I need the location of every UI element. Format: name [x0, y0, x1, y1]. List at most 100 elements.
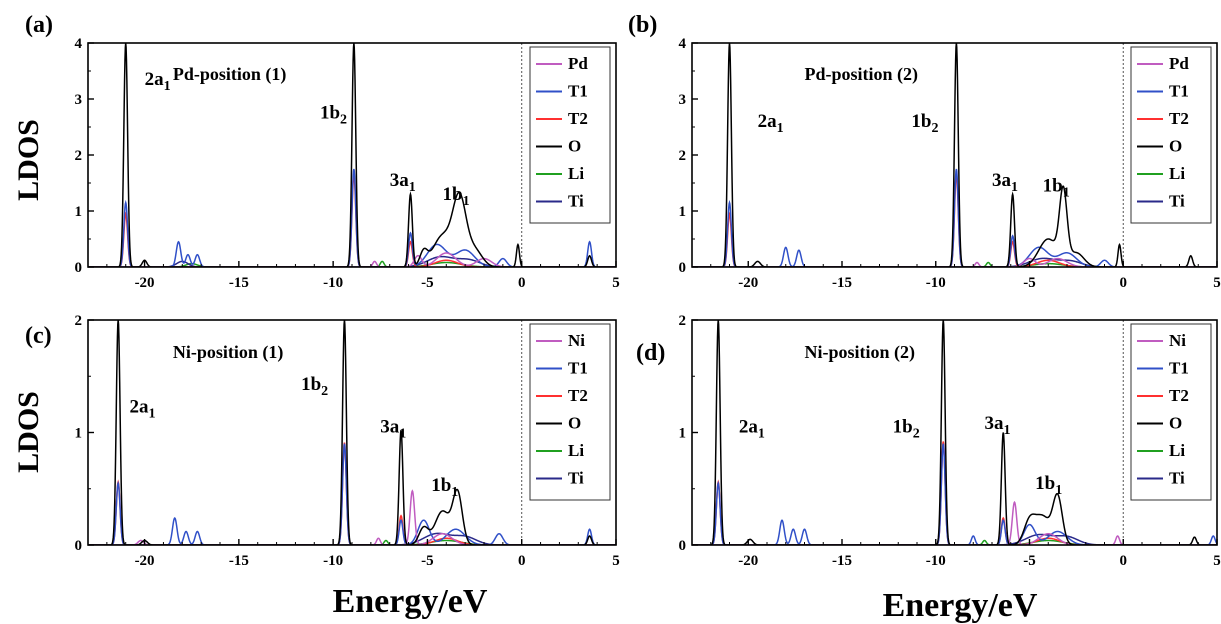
peak-label-main: 2a — [739, 417, 759, 438]
peak-label-main: 2a — [758, 111, 778, 132]
peak-label-main: 3a — [380, 417, 400, 438]
legend-entry-o: O — [1169, 137, 1182, 156]
legend-entry-t1: T1 — [1169, 82, 1189, 101]
peak-label: 1b1 — [443, 184, 470, 209]
peak-label-main: 1b — [911, 111, 931, 132]
peak-label: 1b1 — [1043, 175, 1070, 200]
peak-label-sub: 2 — [913, 427, 920, 442]
peak-label: 2a1 — [145, 69, 171, 94]
peak-label: 1b2 — [301, 374, 328, 399]
x-tick-label: 0 — [518, 553, 526, 569]
panel-title: Ni-position (1) — [173, 342, 284, 363]
x-tick-label: -15 — [229, 553, 249, 569]
peak-label-main: 3a — [390, 170, 410, 191]
peak-label: 1b2 — [320, 103, 347, 128]
peak-label: 3a1 — [992, 170, 1018, 195]
x-tick-label: -20 — [738, 275, 758, 291]
legend-box — [1130, 323, 1212, 501]
legend-entry-pd: Pd — [568, 54, 588, 73]
x-tick-label: 0 — [518, 275, 526, 291]
peak-label-sub: 1 — [451, 485, 458, 500]
x-tick-label: 0 — [1120, 275, 1128, 291]
peak-label: 3a1 — [390, 170, 416, 195]
y-tick-label: 2 — [75, 313, 83, 329]
y-tick-label: 0 — [679, 260, 687, 276]
peak-label: 1b1 — [1035, 473, 1062, 498]
legend-entry-t2: T2 — [1169, 386, 1189, 405]
peak-label-sub: 2 — [340, 113, 347, 128]
series-line-t1 — [88, 168, 616, 267]
panels: (a)Pd-position (1)-20 -15 -10 -5 0 5012342a11… — [25, 12, 1221, 569]
y-tick-label: 1 — [75, 204, 83, 220]
peak-label-main: 1b — [1043, 175, 1063, 196]
legend-entry-ti: Ti — [568, 469, 584, 488]
x-tick-label: -5 — [421, 275, 434, 291]
peak-label: 2a1 — [129, 396, 155, 421]
series-line-t1 — [692, 443, 1217, 545]
peak-label-main: 1b — [443, 184, 463, 205]
peak-label-main: 3a — [992, 170, 1012, 191]
legend-entry-li: Li — [568, 164, 584, 183]
panel-letter: (b) — [628, 12, 657, 38]
legend: Pd T1 T2 O Li Ti — [1130, 46, 1212, 224]
y-tick-label: 1 — [679, 426, 687, 442]
peak-label-sub: 1 — [1063, 185, 1070, 200]
legend-entry-t2: T2 — [568, 386, 588, 405]
y-tick-label: 2 — [679, 313, 687, 329]
legend-entry-ti: Ti — [568, 192, 584, 211]
peak-label-main: 1b — [1035, 473, 1055, 494]
peak-label-sub: 1 — [463, 194, 470, 209]
legend-entry-li: Li — [568, 441, 584, 460]
x-tick-label: -10 — [926, 275, 946, 291]
peak-label-sub: 1 — [164, 79, 171, 94]
x-tick-label: -5 — [1023, 553, 1036, 569]
x-tick-label: 5 — [612, 275, 620, 291]
legend-box — [1130, 46, 1212, 224]
legend-box — [529, 323, 611, 501]
panel-letter: (a) — [25, 12, 53, 38]
x-tick-label: 5 — [612, 553, 620, 569]
series-group — [692, 320, 1217, 545]
peak-label-sub: 1 — [409, 180, 416, 195]
x-tick-label: -10 — [323, 275, 343, 291]
panel-letter: (d) — [636, 340, 665, 366]
peak-label-sub: 1 — [1055, 483, 1062, 498]
panel-2: (c)Ni-position (1)-20 -15 -10 -5 0 50122a11b2… — [25, 313, 620, 569]
legend-entry-o: O — [568, 414, 581, 433]
peak-label-main: 1b — [320, 103, 340, 124]
peak-label-sub: 2 — [321, 384, 328, 399]
series-line-ti — [88, 255, 616, 267]
x-tick-label: 5 — [1213, 553, 1221, 569]
peak-label-main: 1b — [301, 374, 321, 395]
peak-label-main: 1b — [431, 475, 451, 496]
peak-label-sub: 1 — [399, 427, 406, 442]
legend-entry-ti: Ti — [1169, 192, 1185, 211]
series-line-ni — [692, 500, 1217, 545]
legend-entry-li: Li — [1169, 441, 1185, 460]
y-tick-label: 2 — [75, 148, 83, 164]
ylabel-top: LDOS — [12, 119, 45, 201]
legend-entry-li: Li — [1169, 164, 1185, 183]
peak-label-sub: 1 — [148, 406, 155, 421]
y-tick-label: 0 — [679, 538, 687, 554]
legend-entry-o: O — [568, 137, 581, 156]
legend-entry-t1: T1 — [568, 82, 588, 101]
legend-entry-t2: T2 — [568, 109, 588, 128]
y-tick-label: 1 — [75, 426, 83, 442]
legend-box — [529, 46, 611, 224]
peak-label-sub: 1 — [758, 427, 765, 442]
ylabel-bottom: LDOS — [12, 391, 45, 473]
peak-label: 3a1 — [985, 413, 1011, 438]
y-tick-label: 3 — [679, 92, 687, 108]
peak-label-main: 1b — [893, 417, 913, 438]
legend-entry-o: O — [1169, 414, 1182, 433]
x-tick-label: -20 — [135, 275, 155, 291]
xlabel-left: Energy/eV — [333, 583, 488, 620]
panel-letter: (c) — [25, 323, 52, 349]
y-tick-label: 4 — [679, 36, 687, 52]
peak-label-main: 2a — [145, 69, 165, 90]
series-line-o — [88, 43, 616, 267]
peak-label: 1b2 — [893, 417, 920, 442]
panel-0: (a)Pd-position (1)-20 -15 -10 -5 0 5012342a11… — [25, 12, 620, 291]
